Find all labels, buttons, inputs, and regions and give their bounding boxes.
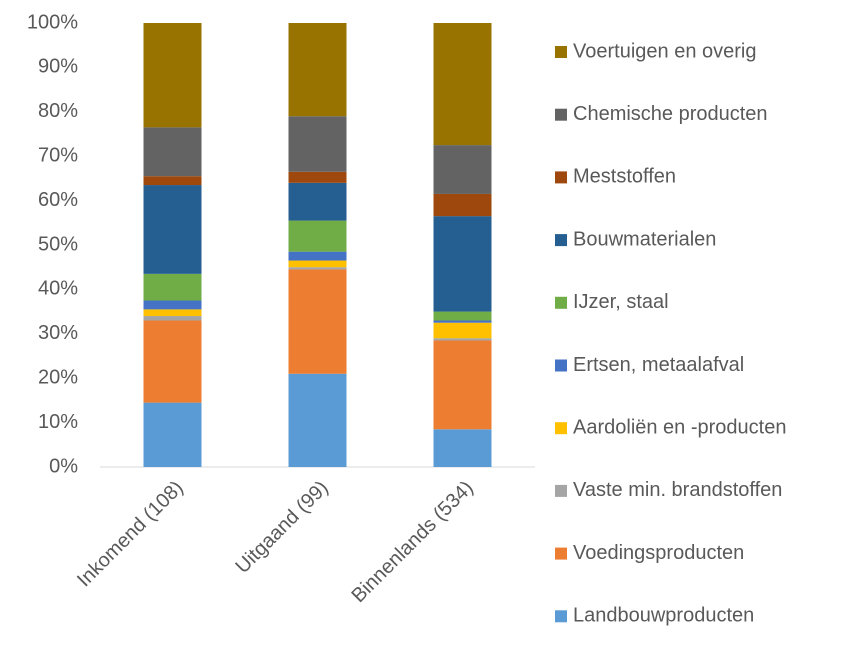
legend-label: IJzer, staal: [573, 291, 669, 313]
legend-label: Ertsen, metaalafval: [573, 354, 744, 376]
bar-segment: [433, 429, 492, 467]
bar-segment: [288, 171, 347, 183]
bar-segment: [143, 316, 202, 321]
bar-segment: [433, 322, 492, 339]
y-tick-label: 0%: [49, 455, 78, 477]
legend-swatch: [555, 547, 567, 560]
bar-segment: [288, 373, 347, 467]
legend-swatch: [555, 234, 567, 247]
bar-segment: [288, 220, 347, 252]
bar-segment: [143, 176, 202, 186]
legend-swatch: [555, 46, 567, 58]
legend-label: Aardoliën en -producten: [573, 416, 786, 438]
y-tick-label: 30%: [38, 322, 78, 344]
bar-segment: [288, 182, 347, 221]
y-tick-label: 10%: [38, 411, 78, 433]
bar-segment: [433, 216, 492, 312]
legend-swatch: [555, 610, 567, 623]
legend-swatch: [555, 108, 567, 121]
bar-segment: [433, 23, 492, 146]
y-tick-label: 20%: [38, 366, 78, 388]
x-tick-label: Binnenlands (534): [347, 477, 477, 607]
legend-swatch: [555, 422, 567, 435]
legend-label: Meststoffen: [573, 166, 676, 188]
x-tick-label: Uitgaand (99): [232, 477, 333, 578]
legend-label: Voertuigen en overig: [573, 40, 756, 62]
bar-segment: [288, 267, 347, 270]
bar-segment: [143, 273, 202, 301]
legend-swatch: [555, 359, 567, 372]
legend-label: Landbouwproducten: [573, 605, 754, 627]
legend-label: Vaste min. brandstoffen: [573, 479, 782, 501]
bar-segment: [288, 23, 347, 117]
y-tick-label: 90%: [38, 56, 78, 78]
legend-swatch: [555, 171, 567, 184]
bar-segment: [433, 338, 492, 341]
bar-segment: [143, 185, 202, 274]
bar-segment: [143, 300, 202, 310]
y-tick-label: 40%: [38, 278, 78, 300]
bar-segment: [143, 309, 202, 317]
legend-swatch: [555, 484, 567, 497]
bar-segment: [288, 269, 347, 374]
legend-label: Voedingsproducten: [573, 542, 744, 564]
x-tick-label: Inkomend (108): [73, 477, 188, 592]
bar-segment: [288, 260, 347, 268]
bar-segment: [433, 193, 492, 217]
bar-segment: [143, 402, 202, 467]
y-tick-label: 70%: [38, 144, 78, 166]
y-tick-label: 50%: [38, 233, 78, 255]
bar-segment: [143, 320, 202, 403]
bar-segment: [433, 320, 492, 323]
y-tick-label: 100%: [27, 11, 78, 33]
bar-segment: [288, 251, 347, 261]
bar-segment: [288, 116, 347, 172]
bar-segment: [143, 23, 202, 128]
bar-segment: [433, 311, 492, 321]
legend-swatch: [555, 296, 567, 309]
bar-segment: [143, 127, 202, 177]
legend-label: Chemische producten: [573, 103, 768, 125]
bar-segment: [433, 145, 492, 194]
legend-label: Bouwmaterialen: [573, 228, 716, 250]
bar-segment: [433, 340, 492, 430]
y-tick-label: 60%: [38, 189, 78, 211]
y-tick-label: 80%: [38, 100, 78, 122]
